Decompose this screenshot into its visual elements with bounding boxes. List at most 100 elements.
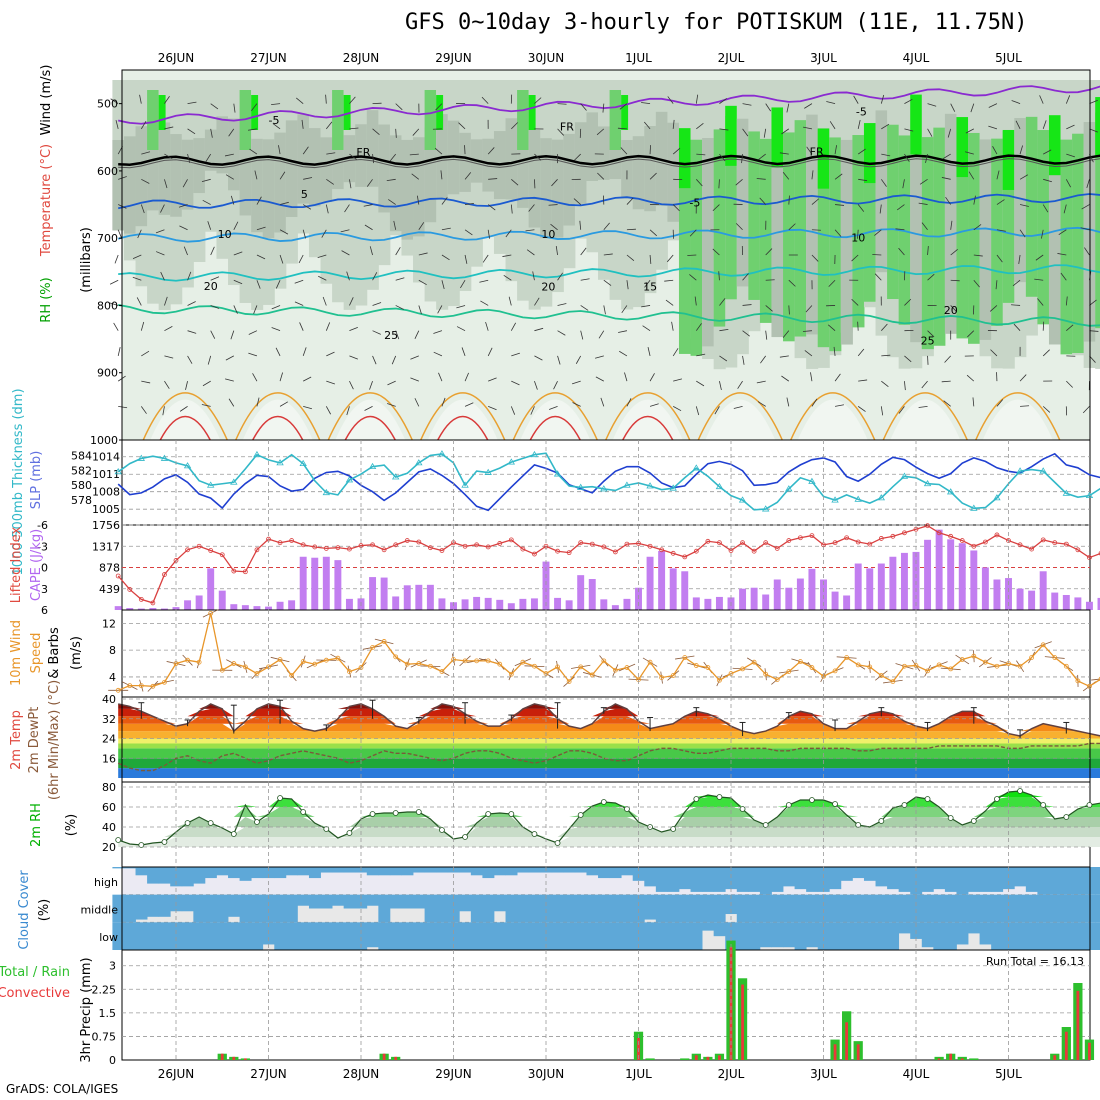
wind-speed-marker (959, 657, 965, 662)
wind-barb (600, 397, 605, 407)
cloud-bar (840, 922, 853, 950)
wind-barb (225, 378, 234, 382)
wind-barb (441, 397, 446, 407)
cloud-bar (852, 894, 865, 923)
wind-barb (326, 380, 335, 385)
wind-barb (225, 355, 235, 361)
rh-band-green (262, 139, 275, 239)
wind-barb (898, 406, 905, 414)
thickness-marker (206, 481, 215, 488)
rh-marker (485, 811, 492, 817)
cape-bar (218, 590, 226, 610)
wind-barb (1089, 99, 1098, 105)
thickness-marker (484, 468, 492, 475)
wind-barb (318, 275, 327, 281)
wind-barb (132, 276, 142, 281)
date-label-bottom: 4JUL (903, 1067, 930, 1081)
cloud-bar (806, 894, 819, 923)
wind-barb (805, 305, 813, 313)
wind-barb (225, 174, 235, 180)
wind-barb (302, 229, 306, 239)
wind-barb (996, 254, 1003, 263)
thickness-marker (553, 470, 562, 477)
wind-barb (302, 347, 307, 357)
rh-band-bright (725, 105, 738, 166)
lifted-index-marker (832, 540, 838, 546)
wind-barb (272, 123, 281, 130)
wind-speed-marker (242, 664, 248, 670)
wind-barb (248, 330, 258, 335)
wind-barb (918, 202, 928, 205)
date-label-bottom: 3JUL (810, 1067, 837, 1081)
wind-barb (511, 122, 518, 130)
rh-band-green (759, 138, 772, 323)
wind-barb (643, 121, 651, 130)
rh-band-green (968, 132, 981, 344)
isotherm-25-dome (142, 392, 228, 441)
wind-barb (1089, 128, 1098, 133)
lifted-index-marker (1017, 542, 1023, 548)
contour-label: -5 (856, 106, 867, 119)
rh-band-green (702, 137, 715, 347)
cloud-bar (898, 894, 911, 923)
lifted-index-marker (162, 572, 167, 577)
wind-barb (1041, 229, 1044, 239)
cape-bar (900, 552, 908, 610)
cape-bar (241, 605, 249, 610)
wind-speed-marker (878, 673, 884, 678)
lifted-index-marker (659, 547, 665, 553)
wind-speed-marker (774, 677, 780, 682)
wind-barb (1039, 95, 1044, 104)
wind-barb (695, 406, 700, 416)
cloud-bar (470, 867, 483, 876)
rh-band-green (632, 136, 645, 210)
wind-barb (279, 171, 286, 180)
rh-marker (415, 809, 422, 815)
cloud-bar (470, 894, 483, 923)
cloud-bar (493, 922, 506, 950)
wind-barb (1018, 254, 1021, 264)
wind-barb (1060, 272, 1067, 281)
wind-barb (742, 304, 752, 306)
temp-color-band (118, 708, 1100, 717)
rh-band-green (332, 90, 344, 150)
wind-barb (278, 145, 281, 155)
wind-barb (788, 279, 796, 287)
wind-barb (393, 220, 397, 230)
rh-band-green (413, 137, 426, 237)
isotherm-line (118, 264, 1100, 282)
cloud-bar (285, 867, 298, 876)
wind-barb (325, 94, 327, 104)
rh-line (117, 790, 1100, 846)
lifted-index-marker (1075, 547, 1081, 553)
cape-bar (646, 556, 654, 610)
cloud-bar (343, 894, 356, 909)
wind-barb (672, 204, 680, 212)
lifted-index-marker (312, 544, 318, 550)
temp-color-band (118, 738, 1100, 744)
surface-heating-dome (982, 399, 1053, 440)
thickness-marker (230, 478, 238, 485)
rh-band-green (598, 126, 611, 180)
upper-air-y-tick: 500 (97, 98, 118, 111)
cape-bar (1062, 594, 1070, 610)
cloud-bar (991, 867, 1004, 892)
cloud-bar (794, 922, 807, 950)
wind-y-tick: 12 (102, 617, 116, 630)
wind-barb (1065, 95, 1071, 104)
wind-barb (942, 153, 951, 160)
cloud-bar (574, 922, 587, 950)
cloud-bar (540, 894, 553, 923)
precip-total-bar (969, 1058, 979, 1060)
lifted-index-marker (774, 545, 780, 551)
wind-speed-marker (532, 663, 537, 669)
wind-barb (695, 94, 699, 104)
wind-barb (596, 128, 605, 136)
wind-ylabel-2: Speed (29, 633, 44, 674)
wind-barb (118, 405, 128, 409)
wind-barb (1042, 120, 1047, 129)
wind-barb (696, 353, 706, 357)
rh-marker (624, 806, 630, 812)
cape-bar (715, 596, 723, 610)
wind-barb (757, 401, 766, 407)
